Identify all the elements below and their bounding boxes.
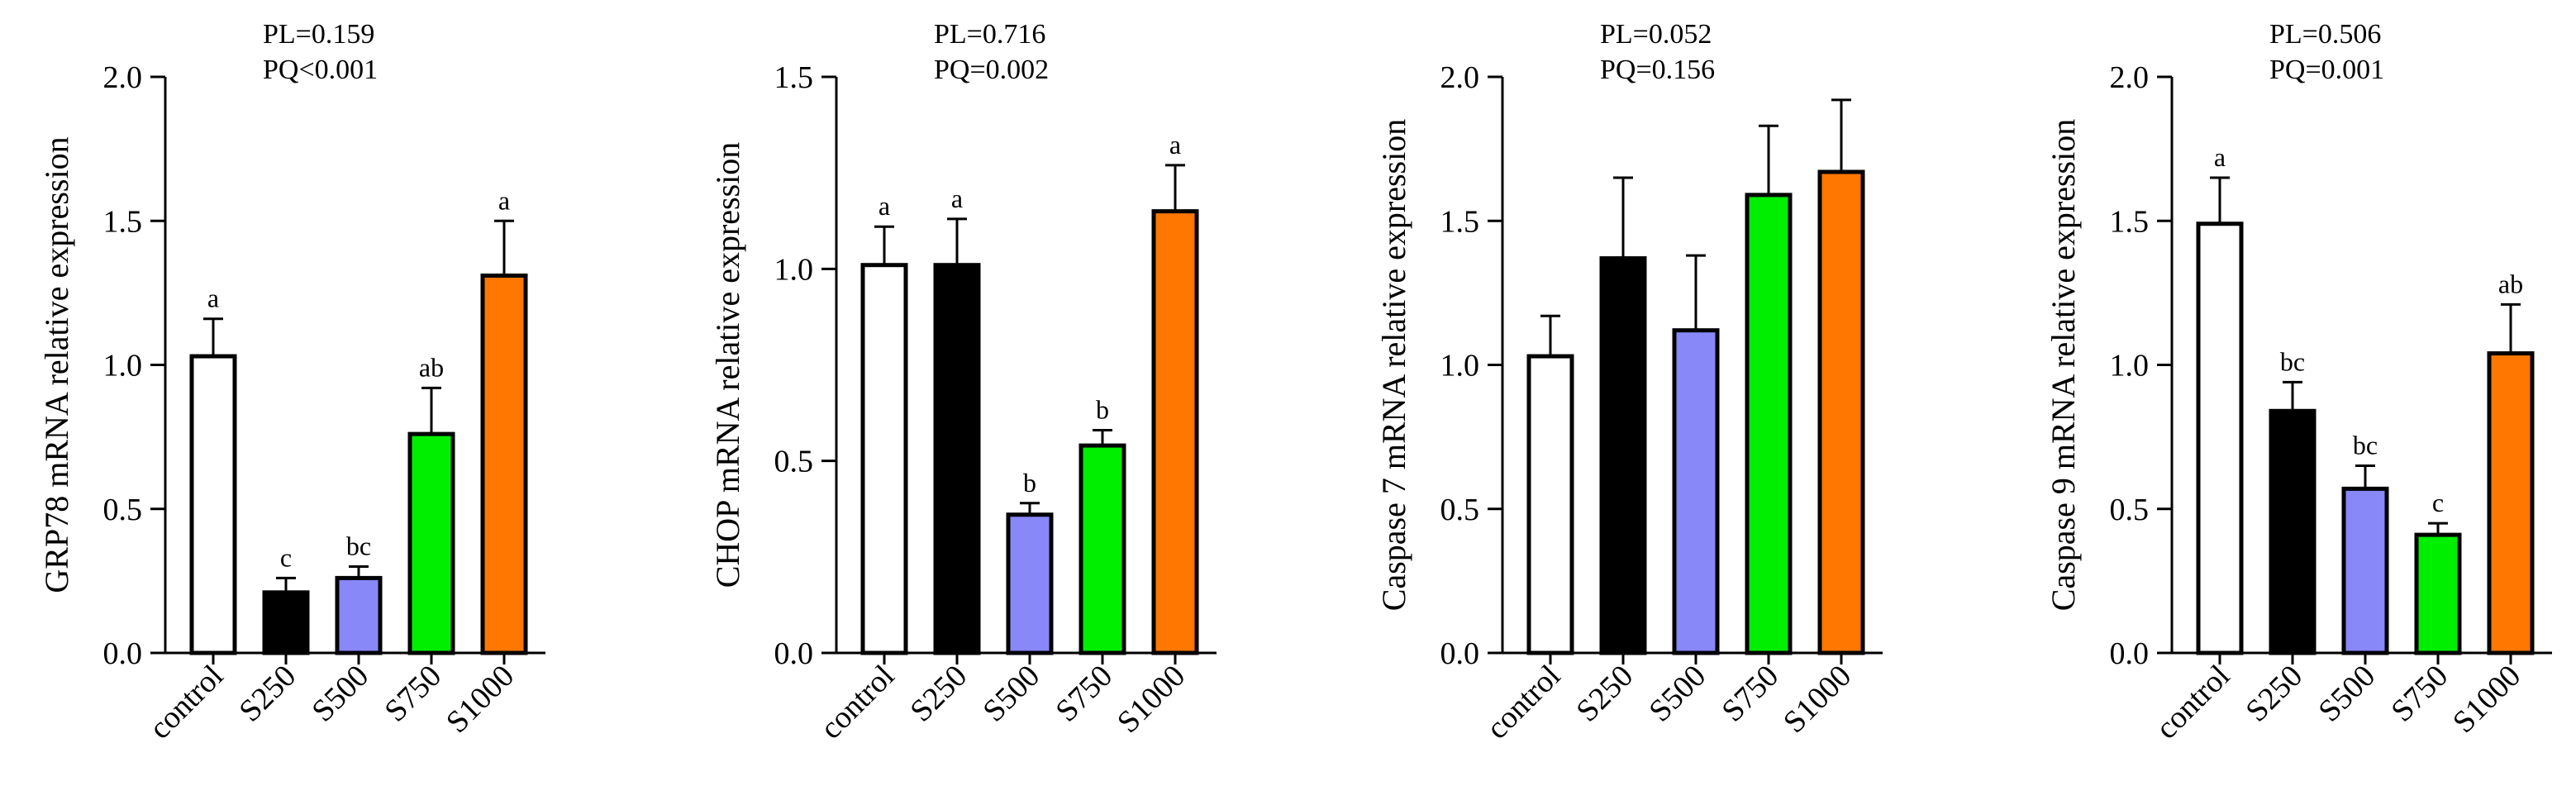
significance-letter: bc bbox=[346, 531, 371, 560]
x-tick-label: S750 bbox=[378, 659, 448, 729]
bar-S1000 bbox=[480, 273, 528, 655]
y-tick-label: 1.0 bbox=[103, 349, 143, 383]
significance-letter: a bbox=[207, 283, 219, 313]
x-tick-label: S500 bbox=[976, 659, 1046, 729]
x-tick-label: control bbox=[1480, 659, 1568, 746]
y-axis-label: Caspase 7 mRNA relative expression bbox=[1375, 119, 1412, 611]
y-tick-label: 0.0 bbox=[774, 636, 814, 671]
bar-S750 bbox=[407, 431, 455, 655]
bar-S750 bbox=[2414, 532, 2462, 655]
y-tick-label: 0.5 bbox=[2110, 493, 2150, 527]
x-tick-label: S1000 bbox=[1111, 659, 1192, 740]
y-tick-label: 1.0 bbox=[774, 252, 814, 287]
significance-letter: a bbox=[879, 191, 890, 221]
bar-control bbox=[2196, 221, 2244, 655]
y-axis-label: GRP78 mRNA relative expression bbox=[38, 136, 75, 593]
pl-annotation: PL=0.716 bbox=[934, 19, 1045, 50]
x-tick-label: S500 bbox=[1642, 659, 1712, 729]
chart-panel-3: 0.0 0.5 1.0 1.5 2.0 Caspase 7 mRNA relative e… bbox=[1375, 19, 1883, 745]
bar-S500 bbox=[1006, 512, 1054, 655]
x-tick-label: S500 bbox=[2312, 659, 2382, 729]
y-axis-label: CHOP mRNA relative expression bbox=[709, 142, 746, 588]
x-tick-label: S250 bbox=[232, 659, 302, 729]
x-tick-label: S1000 bbox=[1777, 659, 1858, 740]
significance-letter: ab bbox=[2498, 269, 2523, 298]
x-tick-label: control bbox=[2150, 659, 2237, 746]
pq-annotation: PQ=0.001 bbox=[2269, 55, 2384, 85]
pl-annotation: PL=0.159 bbox=[263, 19, 374, 50]
y-tick-label: 0.5 bbox=[774, 445, 814, 479]
bar-S250 bbox=[262, 590, 310, 655]
significance-letter: b bbox=[1023, 468, 1036, 498]
x-tick-label: control bbox=[814, 659, 902, 746]
bar-S500 bbox=[335, 575, 383, 655]
significance-letter: a bbox=[951, 183, 963, 213]
x-tick-label: S750 bbox=[2384, 659, 2455, 729]
significance-letter: a bbox=[498, 185, 510, 215]
pq-annotation: PQ=0.156 bbox=[1600, 55, 1715, 85]
x-tick-label: S250 bbox=[903, 659, 974, 729]
y-tick-label: 0.0 bbox=[1440, 636, 1480, 671]
significance-letter: b bbox=[1096, 394, 1109, 424]
y-tick-label: 1.5 bbox=[774, 60, 814, 95]
x-tick-label: control bbox=[143, 659, 231, 746]
x-tick-label: S1000 bbox=[2446, 659, 2527, 740]
y-tick-label: 1.0 bbox=[2110, 349, 2150, 383]
bar-control bbox=[189, 354, 237, 655]
significance-letter: c bbox=[280, 542, 292, 572]
significance-letter: c bbox=[2432, 488, 2444, 517]
x-tick-label: S250 bbox=[2239, 659, 2309, 729]
significance-letter: a bbox=[2214, 142, 2226, 172]
pq-annotation: PQ=0.002 bbox=[934, 55, 1049, 85]
x-tick-label: S1000 bbox=[440, 659, 521, 740]
significance-letter: bc bbox=[2280, 346, 2305, 376]
y-tick-label: 1.5 bbox=[2110, 204, 2150, 239]
bar-S750 bbox=[1078, 443, 1126, 655]
y-tick-label: 0.0 bbox=[103, 636, 143, 671]
significance-letter: a bbox=[1169, 130, 1181, 160]
y-tick-label: 2.0 bbox=[2110, 60, 2150, 95]
x-tick-label: S750 bbox=[1049, 659, 1119, 729]
y-tick-label: 0.5 bbox=[103, 493, 143, 527]
y-axis-label: Caspase 9 mRNA relative expression bbox=[2045, 119, 2082, 611]
pq-annotation: PQ<0.001 bbox=[263, 55, 378, 85]
y-tick-label: 2.0 bbox=[1440, 60, 1480, 95]
bar-S500 bbox=[2341, 486, 2389, 655]
x-tick-label: S250 bbox=[1569, 659, 1640, 729]
bar-S1000 bbox=[1151, 209, 1199, 655]
bar-S250 bbox=[933, 263, 981, 655]
chart-panel-1: 0.0 0.5 1.0 1.5 2.0 GRP78 mRNA relative expre… bbox=[38, 19, 545, 745]
significance-letter: bc bbox=[2353, 430, 2378, 460]
bar-S250 bbox=[1599, 256, 1647, 655]
significance-letter: ab bbox=[419, 352, 444, 382]
bar-control bbox=[860, 263, 908, 655]
y-tick-label: 2.0 bbox=[103, 60, 143, 95]
bar-S750 bbox=[1745, 193, 1793, 655]
bar-S500 bbox=[1672, 328, 1720, 655]
y-tick-label: 0.5 bbox=[1440, 493, 1480, 527]
x-tick-label: S750 bbox=[1715, 659, 1785, 729]
y-tick-label: 1.5 bbox=[103, 204, 143, 239]
chart-panel-4: 0.0 0.5 1.0 1.5 2.0 Caspase 9 mRNA relative e… bbox=[2045, 19, 2552, 745]
y-tick-label: 0.0 bbox=[2110, 636, 2150, 671]
y-tick-label: 1.5 bbox=[1440, 204, 1480, 239]
pl-annotation: PL=0.506 bbox=[2269, 19, 2381, 50]
bar-control bbox=[1526, 354, 1574, 655]
x-tick-label: S500 bbox=[305, 659, 375, 729]
bar-S1000 bbox=[1817, 169, 1865, 655]
bar-S1000 bbox=[2487, 351, 2535, 655]
y-tick-label: 1.0 bbox=[1440, 349, 1480, 383]
chart-panel-2: 0.0 0.5 1.0 1.5 CHOP mRNA relative expressio… bbox=[709, 19, 1217, 745]
pl-annotation: PL=0.052 bbox=[1600, 19, 1712, 50]
bar-S250 bbox=[2269, 408, 2316, 655]
